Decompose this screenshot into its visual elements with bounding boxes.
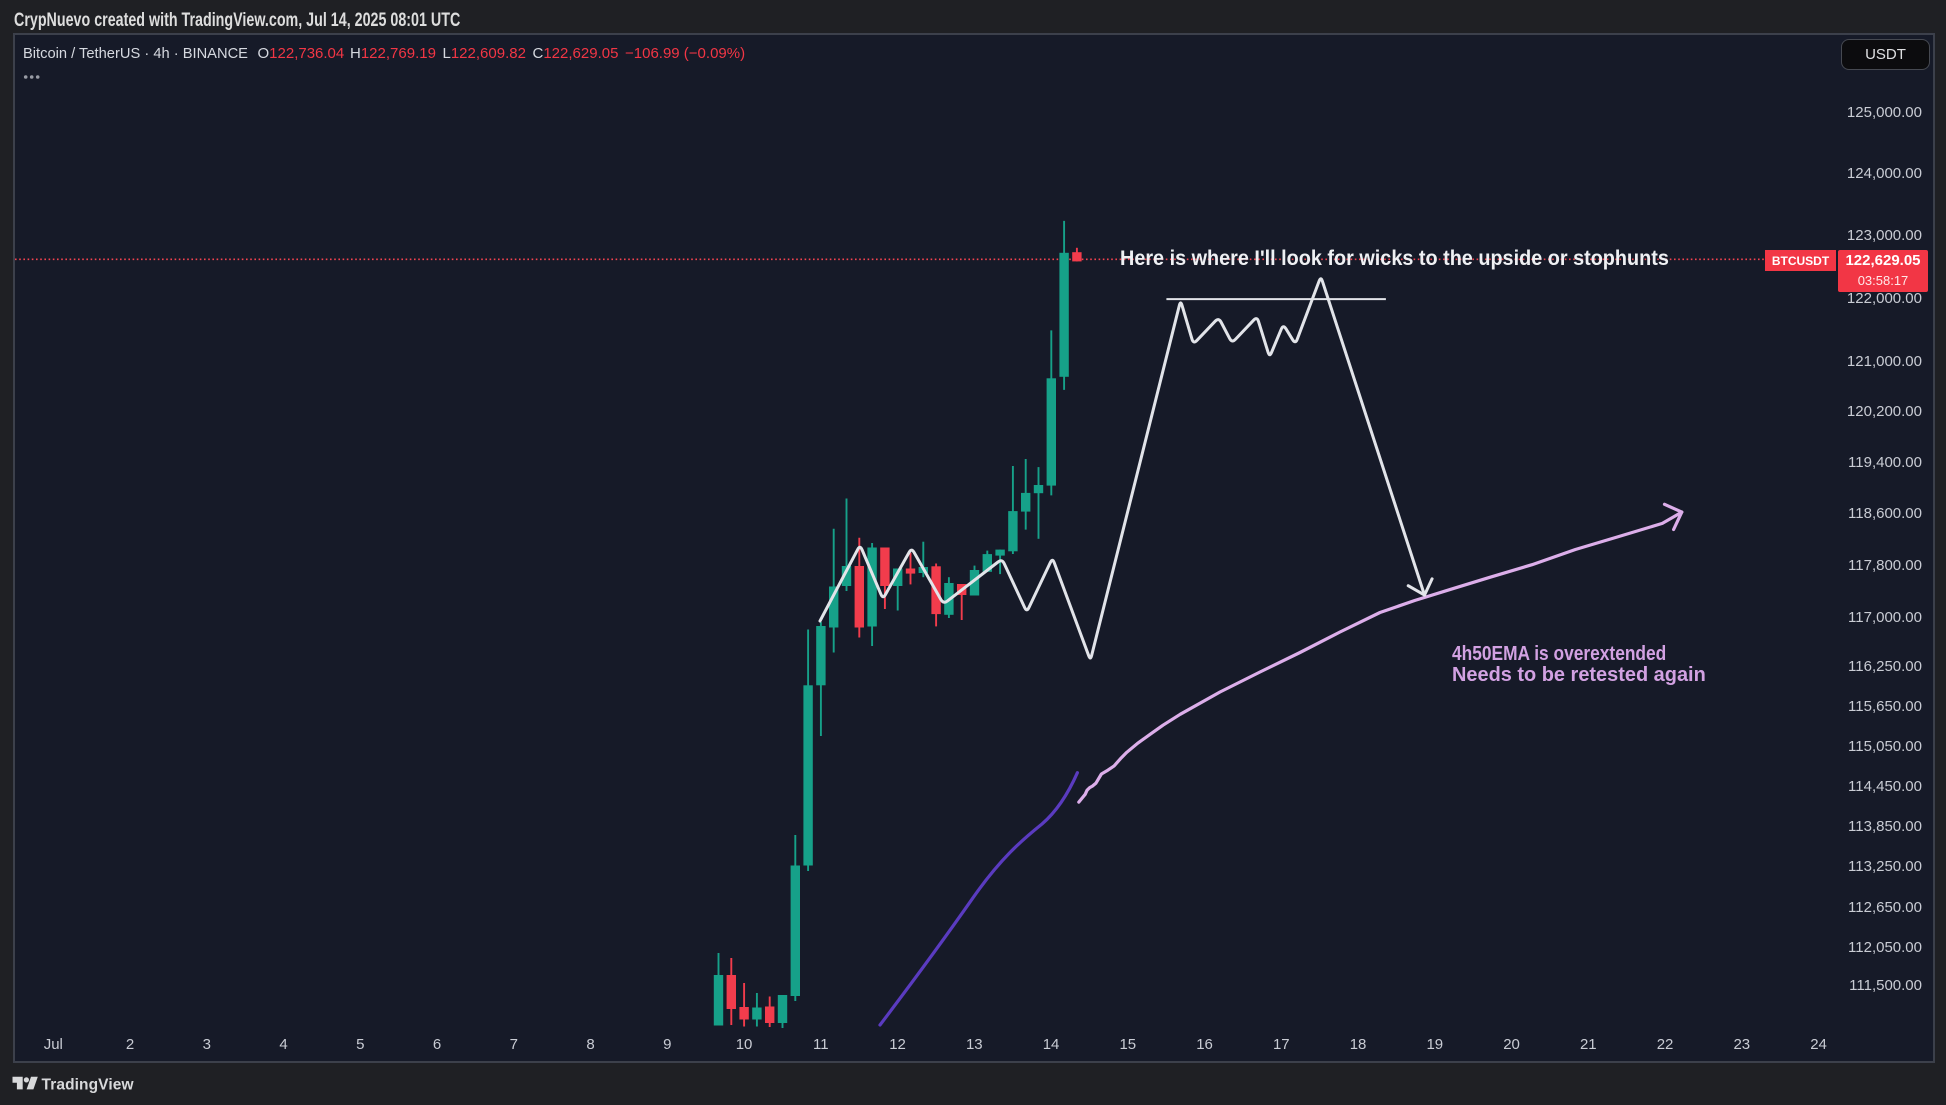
- svg-text:TradingView: TradingView: [42, 1077, 135, 1094]
